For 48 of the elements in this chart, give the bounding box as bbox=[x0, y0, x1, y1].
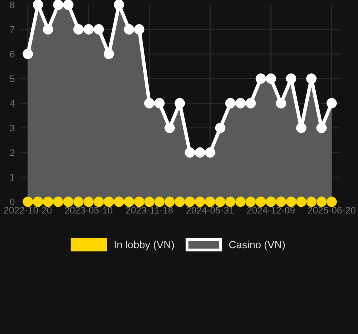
y-tick-label: 6 bbox=[10, 51, 15, 58]
point bbox=[164, 196, 176, 208]
y-tick-label: 5 bbox=[10, 76, 15, 82]
legend-label: In lobby (VN) bbox=[114, 240, 174, 251]
point bbox=[276, 196, 286, 208]
point bbox=[236, 196, 246, 208]
y-tick-label: 0 bbox=[10, 198, 15, 206]
point bbox=[286, 196, 297, 208]
point bbox=[215, 196, 226, 208]
point bbox=[256, 196, 266, 208]
point bbox=[266, 196, 276, 208]
x-tick-label: 2024-12-09 bbox=[247, 207, 295, 214]
point bbox=[195, 196, 206, 208]
y-tick-label: 8 bbox=[10, 2, 15, 9]
point bbox=[154, 196, 165, 208]
point bbox=[94, 196, 104, 208]
point bbox=[84, 196, 94, 208]
point bbox=[296, 196, 307, 208]
point bbox=[134, 196, 145, 208]
point bbox=[104, 196, 114, 208]
point bbox=[306, 196, 317, 208]
x-tick-label: 2023-05-10 bbox=[65, 207, 113, 214]
point bbox=[114, 196, 124, 208]
point bbox=[124, 196, 135, 208]
point bbox=[53, 196, 64, 208]
y-tick-label: 7 bbox=[10, 26, 15, 34]
point bbox=[225, 196, 236, 208]
y-tick-label: 4 bbox=[10, 100, 15, 107]
point bbox=[33, 196, 44, 208]
x-tick-label: 2023-11-18 bbox=[126, 207, 174, 214]
legend-label: Casino (VN) bbox=[229, 240, 286, 251]
point bbox=[174, 196, 186, 208]
x-tick-label: 2022-10-20 bbox=[4, 207, 52, 214]
point bbox=[63, 196, 74, 208]
x-tick-label: 2025-06-20 bbox=[308, 207, 356, 214]
point bbox=[246, 196, 256, 208]
point bbox=[43, 196, 54, 208]
point bbox=[22, 196, 34, 208]
point bbox=[144, 196, 155, 208]
y-tick-label: 3 bbox=[10, 124, 15, 132]
point bbox=[184, 196, 196, 208]
point bbox=[326, 196, 338, 208]
y-tick-label: 1 bbox=[10, 174, 15, 181]
y-tick-label: 2 bbox=[10, 150, 15, 156]
point bbox=[74, 196, 84, 208]
x-tick-label: 2024-05-31 bbox=[186, 207, 234, 214]
point bbox=[205, 196, 216, 208]
point bbox=[316, 196, 327, 208]
